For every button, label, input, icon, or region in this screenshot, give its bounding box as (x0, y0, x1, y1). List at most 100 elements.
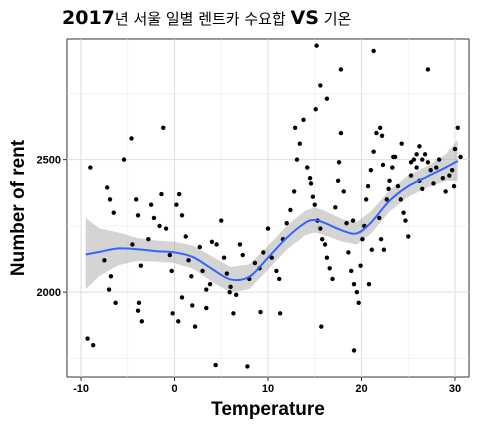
data-point (324, 255, 330, 260)
data-point (365, 183, 371, 189)
data-point (274, 268, 279, 274)
data-point (106, 287, 112, 292)
data-point (312, 202, 317, 207)
data-point (425, 160, 431, 165)
data-point (403, 218, 408, 223)
data-point (335, 178, 341, 184)
y-axis-title: Number of rent (8, 139, 29, 276)
data-point (377, 215, 382, 221)
chart-title-part: 기온 (319, 10, 351, 28)
data-point (133, 197, 139, 202)
data-point (449, 168, 455, 173)
data-point (176, 319, 181, 324)
data-point (390, 165, 395, 170)
data-point (411, 157, 417, 162)
data-point (179, 295, 185, 300)
data-point (417, 144, 422, 149)
data-point (395, 183, 401, 189)
x-tick-label: -10 (73, 383, 89, 395)
data-point (338, 67, 344, 72)
data-point (284, 221, 289, 226)
data-point (170, 311, 175, 316)
data-point (318, 226, 323, 231)
data-point (135, 213, 141, 218)
data-point (458, 154, 463, 160)
data-point (351, 348, 357, 353)
x-tick-label: 30 (449, 383, 461, 395)
data-point (338, 130, 344, 136)
data-point (209, 239, 215, 244)
y-axis-ticks: 2000 2500 (37, 155, 67, 299)
data-point (369, 247, 374, 252)
data-point (148, 202, 154, 207)
data-point (354, 289, 360, 295)
data-point (363, 197, 369, 202)
chart-title: 2017년 서울 일별 렌트카 수요합 VS 기온 (62, 7, 351, 29)
data-point (224, 271, 230, 276)
data-point (414, 152, 419, 157)
data-point (447, 173, 452, 178)
data-point (374, 130, 379, 136)
data-point (351, 282, 357, 287)
data-point (288, 207, 293, 213)
data-point (200, 268, 205, 274)
data-point (258, 309, 263, 315)
data-point (90, 342, 96, 348)
confidence-band-layer (85, 139, 458, 293)
data-point (387, 178, 392, 184)
data-point (333, 205, 338, 210)
data-point (213, 362, 218, 368)
data-point (157, 223, 162, 229)
data-point (398, 197, 403, 202)
data-point (277, 311, 283, 316)
data-point (350, 218, 356, 223)
data-point (159, 191, 164, 197)
data-point (420, 157, 425, 162)
chart-title-part: 2017 (62, 7, 115, 29)
data-point (314, 43, 319, 48)
x-tick-label: 10 (262, 383, 274, 395)
data-point (391, 154, 396, 160)
data-point (381, 247, 387, 252)
data-point (356, 300, 361, 305)
data-point (197, 244, 202, 250)
data-point (130, 242, 135, 247)
x-tick-label: 20 (355, 383, 367, 395)
data-point (192, 324, 198, 329)
data-point (308, 181, 314, 186)
chart-title-part: VS (291, 7, 319, 29)
data-point (318, 83, 323, 88)
data-point (336, 160, 342, 165)
data-point (371, 48, 376, 54)
data-point (207, 282, 213, 287)
data-point (346, 250, 351, 255)
data-point (88, 165, 93, 170)
data-point (305, 165, 310, 170)
data-point (174, 202, 179, 207)
data-point (301, 117, 306, 123)
data-point (380, 162, 386, 168)
data-point (245, 364, 250, 369)
data-point (169, 268, 174, 274)
data-point (349, 268, 354, 274)
data-point (105, 185, 110, 190)
data-point (190, 303, 195, 308)
smooth-line-layer (85, 160, 459, 282)
data-point (219, 218, 224, 223)
data-point (408, 160, 414, 165)
y-tick-label: 2500 (37, 155, 61, 167)
data-point (294, 157, 300, 162)
data-point (291, 189, 297, 194)
chart-title-part: 년 서울 일별 렌트카 수요합 (115, 10, 291, 28)
data-point (322, 242, 328, 247)
data-point (146, 236, 151, 242)
plot-panel (66, 38, 470, 378)
data-point (186, 258, 191, 263)
data-point (221, 255, 227, 260)
data-point (360, 236, 365, 242)
data-point (324, 96, 330, 101)
data-point (113, 300, 118, 305)
data-point (307, 175, 313, 181)
data-point (237, 242, 243, 247)
